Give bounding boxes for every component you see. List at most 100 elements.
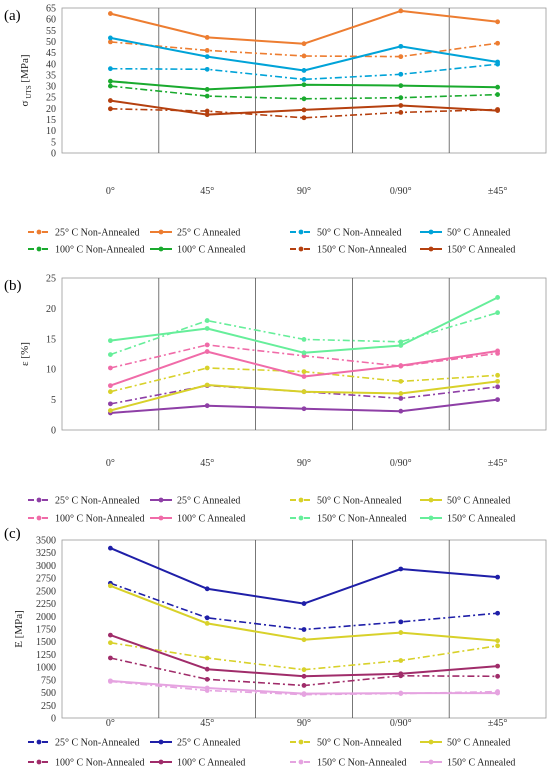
data-point (301, 115, 307, 121)
legend-marker (428, 739, 434, 745)
data-point (495, 673, 500, 679)
data-point (204, 621, 210, 626)
data-point (398, 395, 404, 401)
legend-marker (36, 739, 42, 745)
data-point (398, 71, 404, 77)
y-tick-label: 5 (51, 137, 56, 148)
data-point (108, 11, 113, 16)
data-point (204, 349, 210, 354)
y-tick-label: 1500 (36, 637, 56, 648)
data-point (108, 35, 113, 41)
y-tick-label: 15 (46, 115, 56, 126)
data-point (301, 53, 307, 59)
data-point (204, 87, 210, 92)
legend-item: 50° C Annealed (420, 496, 510, 507)
data-point (495, 348, 500, 354)
y-axis-title: σUTS [MPa] (19, 54, 33, 106)
legend-item: 100° C Non-Annealed (28, 514, 145, 525)
data-point (398, 103, 404, 108)
y-tick-label: 1250 (36, 650, 56, 661)
y-tick-label: 25 (46, 93, 56, 104)
legend-label: 100° C Non-Annealed (55, 514, 145, 525)
legend-marker (36, 497, 42, 503)
legend-marker (428, 497, 434, 503)
legend-item: 25° C Non-Annealed (28, 738, 140, 749)
y-tick-label: 2000 (36, 612, 56, 623)
legend-item: 150° C Non-Annealed (290, 758, 407, 769)
data-point (204, 54, 210, 60)
x-tick-label: 45° (200, 458, 214, 469)
data-point (204, 66, 210, 72)
legend-item: 150° C Annealed (420, 514, 515, 525)
data-point (398, 95, 404, 101)
data-point (495, 372, 500, 378)
data-point (108, 66, 113, 72)
x-tick-label: 90° (297, 458, 311, 469)
y-tick-label: 750 (41, 675, 56, 686)
data-point (204, 112, 210, 118)
data-point (495, 19, 500, 25)
data-point (495, 663, 500, 669)
legend-marker (298, 246, 304, 252)
data-point (108, 106, 113, 112)
data-point (495, 310, 500, 316)
legend-item: 100° C Annealed (150, 514, 245, 525)
legend-label: 100° C Annealed (177, 758, 245, 769)
legend-item: 50° C Non-Annealed (290, 228, 402, 239)
legend-label: 25° C Annealed (177, 738, 240, 749)
legend-item: 50° C Non-Annealed (290, 738, 402, 749)
y-tick-label: 20 (46, 304, 56, 315)
legend-item: 50° C Annealed (420, 228, 510, 239)
legend-marker (298, 759, 304, 765)
data-point (108, 98, 113, 103)
legend-marker (36, 229, 42, 235)
x-tick-label: 0° (106, 186, 115, 197)
data-point (301, 350, 307, 356)
legend-label: 50° C Annealed (447, 738, 510, 749)
legend-label: 50° C Non-Annealed (317, 228, 402, 239)
y-tick-label: 45 (46, 48, 56, 59)
legend-label: 100° C Non-Annealed (55, 758, 145, 769)
legend-marker (428, 246, 434, 252)
legend-item: 150° C Annealed (420, 758, 515, 769)
data-point (495, 638, 500, 644)
data-point (204, 318, 210, 323)
data-point (301, 683, 307, 688)
data-point (495, 378, 500, 384)
legend-marker (36, 515, 42, 521)
data-point (204, 326, 210, 331)
y-axis-title: E [MPa] (13, 610, 25, 648)
series-line-8 (110, 296, 499, 354)
legend-label: 50° C Non-Annealed (317, 496, 402, 507)
y-tick-label: 15 (46, 334, 56, 345)
y-tick-label: 25 (46, 274, 56, 285)
legend-marker (158, 739, 164, 745)
panel-label: (c) (4, 526, 21, 542)
data-point (108, 78, 113, 84)
legend-item: 100° C Annealed (150, 758, 245, 769)
x-tick-label: 0° (106, 718, 115, 729)
data-point (204, 655, 210, 661)
y-tick-label: 2500 (36, 586, 56, 597)
legend-item: 25° C Non-Annealed (28, 496, 140, 507)
legend-item: 25° C Non-Annealed (28, 228, 140, 239)
data-point (108, 678, 113, 684)
data-point (108, 365, 113, 371)
chart-panel-2: (b) 0 5 10 15 20 25 ε [%] 0° 45° 90° 0/90° ±45° 25° C… (4, 274, 547, 525)
y-tick-label: 1750 (36, 625, 56, 636)
legend-marker (36, 246, 42, 252)
series-line-2 (110, 547, 498, 605)
y-tick-label: 3000 (36, 561, 56, 572)
panel-label: (a) (4, 8, 21, 24)
legend-label: 25° C Annealed (177, 496, 240, 507)
y-tick-label: 2250 (36, 599, 56, 610)
y-tick-label: 3250 (36, 548, 56, 559)
data-point (301, 68, 307, 73)
data-point (108, 383, 113, 389)
legend-label: 50° C Annealed (447, 496, 510, 507)
y-tick-label: 3500 (36, 536, 56, 547)
data-point (108, 39, 113, 45)
